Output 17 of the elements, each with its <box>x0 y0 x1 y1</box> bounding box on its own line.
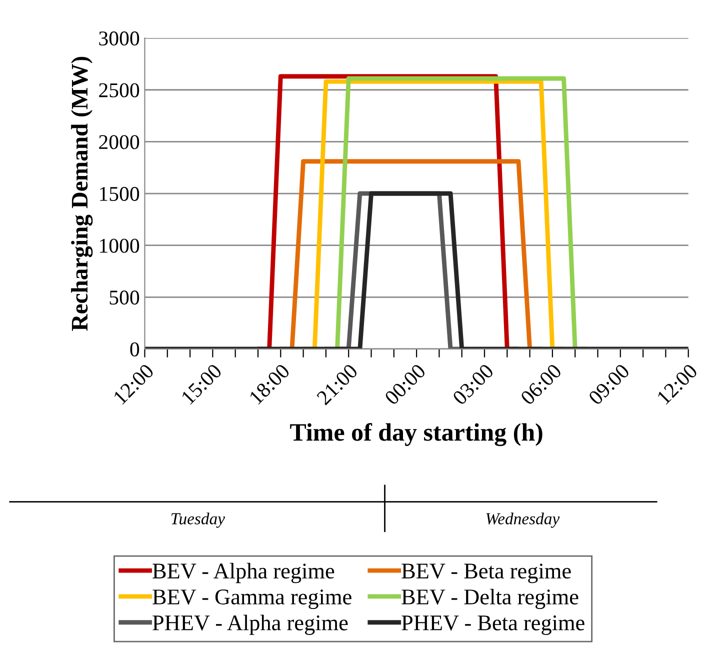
y-tick-label: 0 <box>130 342 140 356</box>
y-tick-label: 2000 <box>99 135 140 150</box>
y-tick-label: 2500 <box>99 83 140 98</box>
legend-label: BEV - Gamma regime <box>152 590 352 610</box>
y-axis-title: Recharging Demand (MW) <box>71 56 93 331</box>
y-tick-label: 3000 <box>99 31 140 46</box>
legend-label: BEV - Delta regime <box>402 588 578 610</box>
text: Tuesday <box>171 512 226 528</box>
y-tick-label: 500 <box>110 290 140 305</box>
x-axis-title: Time of day starting (h) <box>290 422 542 446</box>
text: Wednesday <box>486 512 560 528</box>
legend-label: BEV - Beta regime <box>402 564 571 584</box>
legend-label: PHEV - Beta regime <box>402 615 584 635</box>
y-tick-label: 1000 <box>100 238 140 253</box>
y-tick-label: 1500 <box>100 186 140 201</box>
legend-label: BEV - Alpha regime <box>152 562 334 584</box>
legend-label: PHEV - Alpha regime <box>152 614 348 635</box>
